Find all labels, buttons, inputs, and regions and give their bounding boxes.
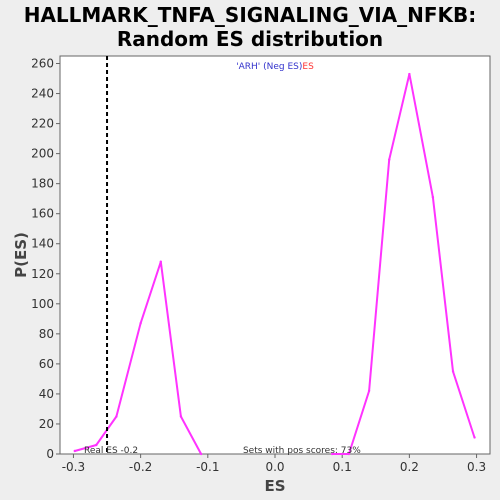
x-tick-label: -0.3 [62, 460, 85, 474]
x-tick-label: 0.3 [467, 460, 486, 474]
y-tick-label: 160 [31, 207, 54, 221]
y-tick-label: 80 [39, 327, 54, 341]
chart-title: HALLMARK_TNFA_SIGNALING_VIA_NFKB:Random … [24, 3, 477, 51]
y-tick-label: 140 [31, 237, 54, 251]
legend-entry: ES [302, 62, 314, 72]
real-es-label: Real ES -0.2 [84, 446, 138, 456]
y-tick-label: 180 [31, 177, 54, 191]
data-point [330, 452, 334, 456]
chart-title-line: Random ES distribution [117, 27, 383, 51]
x-tick-label: 0.2 [400, 460, 419, 474]
data-point [95, 443, 98, 447]
y-tick-label: 200 [31, 147, 54, 161]
y-axis-label: P(ES) [12, 232, 30, 278]
y-axis: 0 20 40 60 80 100 120 140 160 180 200 220 240 260 [31, 57, 60, 461]
x-tick-label: 0.1 [333, 460, 352, 474]
y-tick-label: 120 [31, 267, 54, 281]
data-point [388, 158, 391, 161]
y-tick-label: 100 [31, 297, 54, 311]
y-tick-label: 60 [39, 357, 54, 371]
y-tick-label: 240 [31, 87, 54, 101]
series-group [73, 72, 476, 456]
y-tick-label: 40 [39, 387, 54, 401]
y-tick-label: 0 [46, 447, 54, 461]
data-point [199, 452, 203, 456]
data-point [347, 452, 351, 456]
x-tick-label: -0.2 [129, 460, 152, 474]
x-axis: -0.3 -0.2 -0.1 0.0 0.1 0.2 0.3 [62, 454, 486, 474]
y-tick-label: 260 [31, 57, 54, 71]
x-tick-label: 0.0 [265, 460, 284, 474]
x-axis-label: ES [264, 477, 285, 495]
data-point [451, 370, 455, 373]
data-point [367, 389, 371, 393]
data-point [473, 436, 476, 439]
data-point [73, 449, 76, 453]
x-tick-label: -0.1 [196, 460, 219, 474]
data-point [179, 415, 183, 418]
distribution-line [332, 73, 476, 455]
y-tick-label: 220 [31, 117, 54, 131]
plot-area [59, 55, 491, 455]
data-point [408, 72, 411, 76]
data-point [159, 260, 162, 263]
legend-entry: 'ARH' (Neg ES) [236, 62, 302, 72]
y-tick-label: 20 [39, 417, 54, 431]
chart-title-line: HALLMARK_TNFA_SIGNALING_VIA_NFKB: [24, 3, 477, 27]
data-point [139, 322, 142, 325]
data-point [431, 195, 435, 199]
legend: 'ARH' (Neg ES)ES [236, 62, 314, 72]
data-point [115, 415, 118, 418]
pos-scores-annotation: Sets with pos scores: 73% [243, 446, 361, 456]
